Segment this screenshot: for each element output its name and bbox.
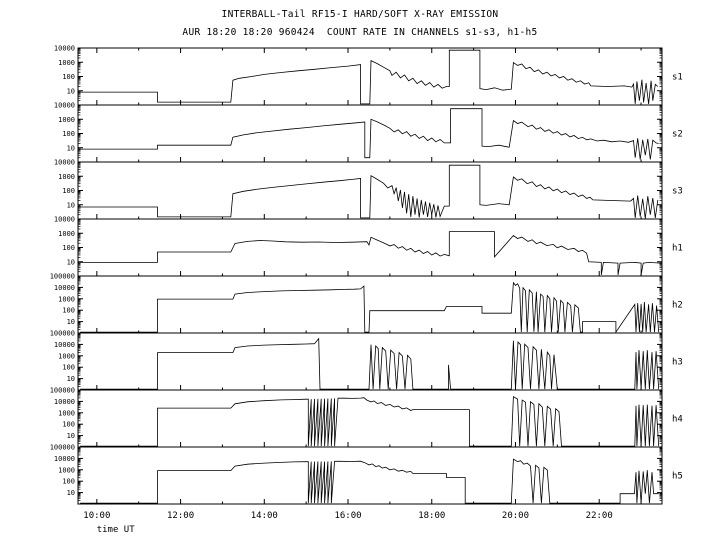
panel-label-s3: s3: [672, 187, 683, 197]
y-tick-label: 100: [62, 73, 75, 81]
y-tick-label: 100000: [50, 444, 75, 452]
panel-h3: 100000 10000 1000 100 10 h3: [50, 330, 683, 391]
x-tick-label: 12:00: [167, 511, 194, 521]
panel-s3: 10000 1000 100 10 s3: [54, 159, 683, 220]
series-h5: [80, 458, 659, 504]
panel-s2: 10000 1000 100 10 s2: [54, 102, 683, 163]
panel-h2: 100000 10000 1000 100 10 h2: [50, 273, 683, 334]
x-tick-label: 10:00: [83, 511, 110, 521]
series-s1: [80, 49, 659, 105]
y-tick-label: 100000: [50, 273, 75, 281]
y-tick-label: 10: [67, 144, 75, 152]
chart-title: INTERBALL-Tail RF15-I HARD/SOFT X-RAY EM…: [221, 9, 499, 20]
series-h2: [80, 281, 660, 334]
y-tick-label: 1000: [58, 230, 75, 238]
y-tick-label: 10: [67, 87, 75, 95]
y-tick-label: 100: [62, 421, 75, 429]
panel-h5: 100000 10000 1000 100 10 h5: [50, 444, 683, 505]
panel-h1: 10000 1000 100 10 h1: [54, 216, 683, 277]
y-tick-label: 10000: [54, 341, 75, 349]
x-tick-label: 18:00: [418, 511, 445, 521]
x-tick-label: 20:00: [502, 511, 529, 521]
y-tick-label: 1000: [58, 295, 75, 303]
y-tick-label: 10: [67, 201, 75, 209]
y-tick-label: 10: [67, 489, 75, 497]
panel-frame: [77, 218, 663, 277]
y-tick-label: 1000: [58, 466, 75, 474]
y-tick-label: 1000: [58, 59, 75, 67]
series-s3: [80, 164, 659, 219]
y-tick-label: 10000: [54, 216, 75, 224]
y-tick-label: 10000: [54, 284, 75, 292]
panel-label-h4: h4: [672, 415, 683, 425]
chart-subtitle: AUR 18:20 18:20 960424 COUNT RATE IN CHA…: [182, 27, 538, 38]
y-tick-label: 1000: [58, 116, 75, 124]
y-tick-label: 10: [67, 318, 75, 326]
y-tick-label: 100: [62, 130, 75, 138]
y-tick-label: 100000: [50, 330, 75, 338]
panel-label-h2: h2: [672, 301, 683, 311]
panel-label-h5: h5: [672, 472, 683, 482]
y-tick-label: 10000: [54, 455, 75, 463]
panel-frame: [77, 446, 663, 505]
y-tick-label: 1000: [58, 173, 75, 181]
y-tick-label: 1000: [58, 409, 75, 417]
panel-frame: [77, 389, 663, 448]
y-tick-label: 10000: [54, 159, 75, 167]
y-tick-label: 100: [62, 244, 75, 252]
x-tick-label: 22:00: [586, 511, 613, 521]
x-tick-label: 14:00: [251, 511, 278, 521]
x-tick-label: 16:00: [334, 511, 361, 521]
y-tick-label: 10000: [54, 398, 75, 406]
y-tick-label: 1000: [58, 352, 75, 360]
series-s2: [80, 108, 659, 160]
y-tick-label: 100: [62, 478, 75, 486]
y-tick-label: 100: [62, 187, 75, 195]
y-tick-label: 10: [67, 375, 75, 383]
series-h3: [80, 337, 660, 390]
series-h4: [80, 396, 660, 447]
y-tick-label: 10000: [54, 102, 75, 110]
panel-s1: 10000 1000 100 10 s1: [54, 45, 683, 106]
y-tick-label: 100: [62, 307, 75, 315]
panel-label-h1: h1: [672, 244, 683, 254]
panel-label-s1: s1: [672, 73, 683, 83]
panel-label-s2: s2: [672, 130, 683, 140]
panel-h4: 100000 10000 1000 100 10 h4: [50, 387, 683, 448]
x-axis-title: time UT: [97, 525, 136, 535]
series-h1: [80, 231, 660, 275]
y-tick-label: 10: [67, 258, 75, 266]
y-tick-label: 100: [62, 364, 75, 372]
y-tick-label: 100000: [50, 387, 75, 395]
panel-frame: [77, 275, 663, 334]
y-tick-label: 10000: [54, 45, 75, 53]
y-tick-label: 10: [67, 432, 75, 440]
panel-label-h3: h3: [672, 358, 683, 368]
